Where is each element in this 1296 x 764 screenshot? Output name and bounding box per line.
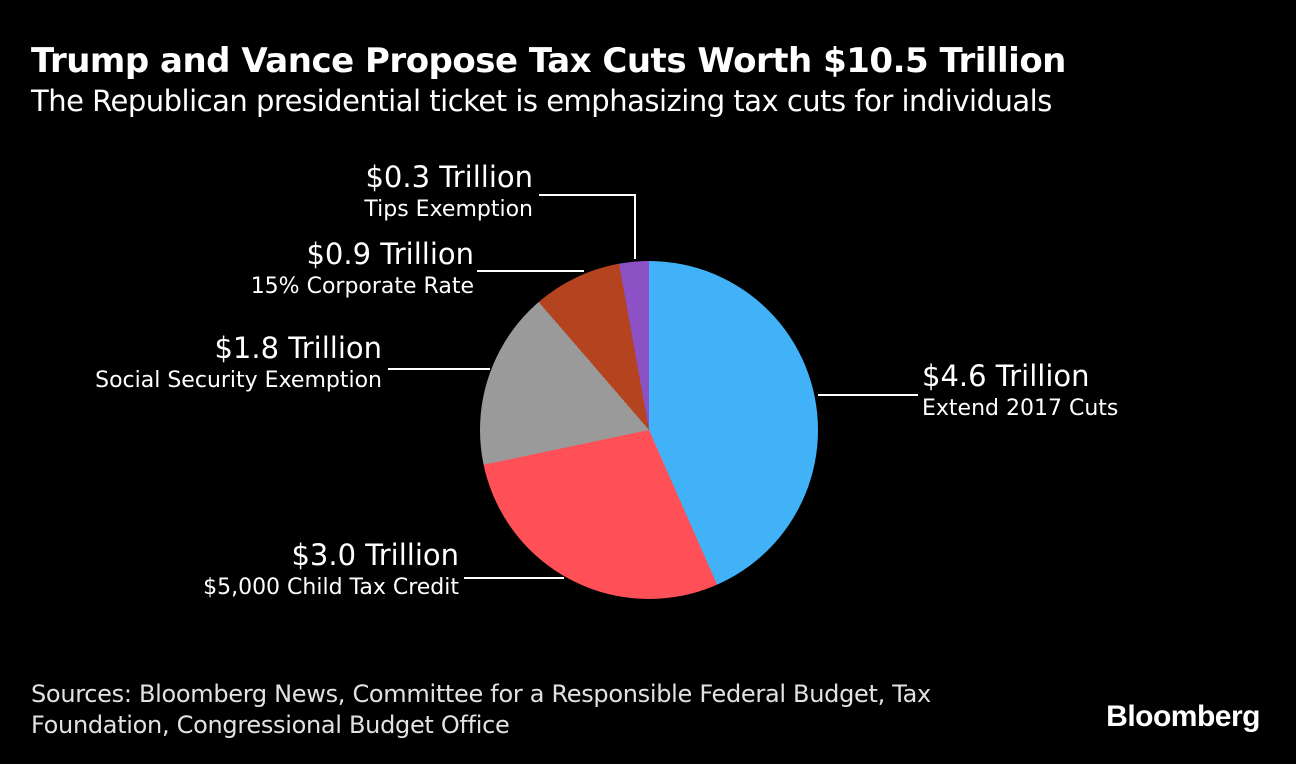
slice-name: 15% Corporate Rate	[250, 274, 474, 299]
slice-name: Social Security Exemption	[95, 368, 382, 393]
slice-label-extend-2017-cuts: $4.6 Trillion Extend 2017 Cuts	[922, 357, 1118, 423]
slice-value: $1.8 Trillion	[214, 331, 382, 365]
leader-line-extend-2017-cuts	[818, 394, 918, 396]
slice-name: Tips Exemption	[364, 197, 533, 222]
slice-value: $0.9 Trillion	[306, 237, 474, 271]
slice-label-corporate-rate: $0.9 Trillion 15% Corporate Rate	[251, 235, 474, 301]
pie-chart	[480, 261, 818, 599]
sources-text: Sources: Bloomberg News, Committee for a…	[31, 680, 931, 739]
bloomberg-logo: Bloomberg	[1106, 700, 1260, 733]
slice-label-child-tax-credit: $3.0 Trillion $5,000 Child Tax Credit	[203, 536, 459, 602]
slice-label-tips-exemption: $0.3 Trillion Tips Exemption	[364, 158, 533, 224]
leader-line-tips-exemption-vertical	[634, 194, 636, 259]
chart-title: Trump and Vance Propose Tax Cuts Worth $…	[31, 41, 1066, 81]
chart-subtitle: The Republican presidential ticket is em…	[31, 84, 1052, 118]
slice-name: $5,000 Child Tax Credit	[203, 575, 459, 600]
slice-name: Extend 2017 Cuts	[922, 396, 1119, 421]
leader-line-child-tax-credit	[464, 577, 564, 579]
slice-value: $3.0 Trillion	[291, 538, 459, 572]
slice-label-social-security-exemption: $1.8 Trillion Social Security Exemption	[95, 329, 382, 395]
slice-value: $0.3 Trillion	[365, 160, 533, 194]
leader-line-tips-exemption-horizontal	[539, 194, 636, 196]
slice-value: $4.6 Trillion	[922, 359, 1090, 393]
leader-line-corporate-rate	[477, 270, 584, 272]
leader-line-social-security-exemption	[388, 368, 490, 370]
